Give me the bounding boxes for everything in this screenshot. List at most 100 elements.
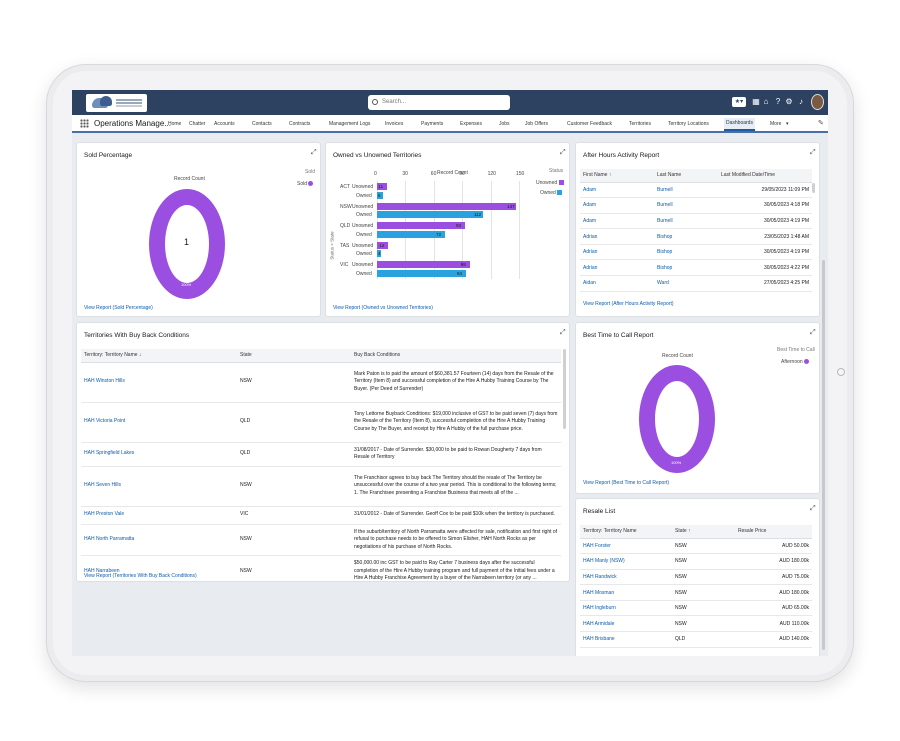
bar-unowned-nsw[interactable] — [377, 202, 517, 210]
bar-unowned-qld[interactable] — [377, 222, 466, 229]
bar-owned-vic[interactable] — [377, 269, 466, 277]
nav-dashboards[interactable]: Dashboards — [724, 118, 755, 131]
expand-icon[interactable]: ⤢ — [560, 329, 566, 336]
table-cell: 30/05/2023 4:19 PM — [718, 244, 812, 261]
table-cell[interactable]: Adam — [580, 213, 654, 230]
table-cell[interactable]: HAH North Parramatta — [81, 524, 237, 556]
table-cell[interactable]: Adam — [580, 182, 654, 199]
nav-chatter[interactable]: Chatter — [189, 121, 206, 127]
nav-territories[interactable]: Territories — [629, 121, 651, 127]
avatar[interactable] — [811, 94, 824, 110]
table-cell[interactable]: Adam — [580, 197, 654, 214]
favorites-star-icon[interactable]: ★▾ — [732, 97, 746, 107]
col-last-name[interactable]: Last Name — [654, 169, 718, 183]
table-cell[interactable]: HAH Preston Vale — [81, 506, 237, 525]
nav-payments[interactable]: Payments — [421, 121, 444, 127]
table-cell[interactable]: HAH Brisbane — [580, 631, 672, 648]
app-launcher-waffle-icon[interactable] — [80, 119, 89, 128]
nav-home[interactable]: Home — [168, 121, 182, 127]
bar-value-label: 94 — [456, 270, 462, 276]
bar-owned-act[interactable] — [377, 191, 383, 199]
scrollbar[interactable] — [812, 183, 815, 193]
table-cell[interactable]: Adrian — [580, 228, 654, 245]
company-logo[interactable] — [86, 94, 147, 112]
chevron-down-icon[interactable]: ▾ — [786, 121, 789, 127]
view-report-best-time-link[interactable]: View Report (Best Time to Call Report) — [583, 480, 670, 486]
view-report-sold-link[interactable]: View Report (Sold Percentage) — [84, 305, 153, 311]
table-cell[interactable]: HAH Springfield Lakes — [81, 442, 237, 467]
view-report-buy-back-link[interactable]: View Report (Territories With Buy Back C… — [84, 573, 197, 579]
table-cell[interactable]: HAH Victoria Point — [81, 402, 237, 443]
col-last-modified[interactable]: Last Modified Date/Time — [718, 169, 812, 183]
bar-owned-nsw[interactable] — [377, 211, 484, 218]
table-cell[interactable]: HAH Forster — [580, 538, 672, 555]
nav-job-offers[interactable]: Job Offers — [525, 121, 548, 127]
app-launcher-icon[interactable]: ▦ — [752, 97, 760, 106]
table-cell[interactable]: Burnell — [654, 197, 718, 214]
expand-icon[interactable]: ⤢ — [311, 149, 317, 156]
nav-jobs[interactable]: Jobs — [499, 121, 510, 127]
table-cell[interactable]: HAH Mosman — [580, 584, 672, 601]
pencil-icon[interactable]: ✎ — [818, 120, 824, 127]
search-input[interactable]: Search... — [368, 95, 510, 110]
bar-unowned-act[interactable] — [377, 183, 388, 190]
table-cell[interactable]: HAH Narrabeen — [81, 555, 237, 581]
col-state[interactable]: State ↑ — [672, 525, 735, 539]
gear-icon[interactable]: ⚙ — [785, 97, 793, 106]
table-cell[interactable]: HAH Randwick — [580, 569, 672, 586]
col-territory-name[interactable]: Territory: Territory Name ↓ — [81, 349, 237, 363]
table-cell[interactable]: HAH Manly (NSW) — [580, 553, 672, 570]
table-cell[interactable]: Aidan — [580, 275, 654, 292]
setup-assistant-icon[interactable]: ⌂ — [763, 97, 769, 106]
table-cell[interactable]: Bishop — [654, 228, 718, 245]
bar-unowned-vic[interactable] — [377, 261, 470, 268]
col-first-name[interactable]: First Name ↑ — [580, 169, 654, 183]
table-cell[interactable]: Burnell — [654, 182, 718, 199]
col-resale-price[interactable]: Resale Price — [735, 525, 812, 539]
expand-icon[interactable]: ⤢ — [810, 329, 816, 336]
nav-more[interactable]: More — [770, 121, 782, 127]
nav-accounts[interactable]: Accounts — [214, 121, 235, 127]
legend-title: Sold — [305, 169, 316, 175]
table-cell[interactable]: HAH Ingleburn — [580, 600, 672, 617]
nav-management-logs[interactable]: Management Logs — [329, 121, 371, 127]
table-cell[interactable]: HAH Winston Hills — [81, 362, 237, 403]
view-report-after-hours-link[interactable]: View Report (After Hours Activity Report… — [583, 301, 674, 307]
table-cell[interactable]: Burnell — [654, 213, 718, 230]
nav-expenses[interactable]: Expenses — [460, 121, 482, 127]
table-cell[interactable]: Adrian — [580, 259, 654, 277]
table-cell: AUD 110.00k — [735, 615, 812, 633]
nav-customer-feedback[interactable]: Customer Feedback — [567, 121, 613, 127]
table-cell[interactable]: Ward — [654, 275, 718, 292]
best-time-donut-chart[interactable] — [639, 365, 715, 473]
col-state[interactable]: State — [237, 349, 351, 363]
bar-owned-tas[interactable] — [377, 250, 381, 257]
bell-icon[interactable]: ♪ — [799, 97, 803, 106]
bar-unowned-tas[interactable] — [377, 241, 389, 249]
page-scrollbar[interactable] — [822, 260, 825, 650]
table-cell[interactable]: HAH Seven Hills — [81, 466, 237, 507]
nav-contacts[interactable]: Contacts — [252, 121, 272, 127]
view-report-owned-link[interactable]: View Report (Owned vs Unowned Territorie… — [333, 305, 433, 311]
table-cell[interactable]: Bishop — [654, 244, 718, 261]
nav-invoices[interactable]: Invoices — [385, 121, 404, 127]
table-row: HAH Victoria Point QLD Tony Lettorne Buyba… — [81, 402, 561, 443]
card-title: Territories With Buy Back Conditions — [84, 332, 190, 339]
tablet-home-button[interactable] — [837, 368, 845, 376]
table-cell[interactable]: Bishop — [654, 259, 718, 277]
bar-owned-qld[interactable] — [377, 230, 446, 238]
expand-icon[interactable]: ⤢ — [810, 149, 816, 156]
table-cell[interactable]: HAH Armidale — [580, 615, 672, 633]
col-territory-name[interactable]: Territory: Territory Name — [580, 525, 672, 539]
col-buy-back-conditions[interactable]: Buy Back Conditions — [351, 349, 561, 363]
expand-icon[interactable]: ⤢ — [560, 149, 566, 156]
category-label: ACT — [340, 184, 350, 190]
scrollbar[interactable] — [563, 349, 566, 429]
nav-contracts[interactable]: Contracts — [289, 121, 311, 127]
nav-territory-locations[interactable]: Territory Locations — [668, 121, 709, 127]
table-cell[interactable]: Adrian — [580, 244, 654, 261]
help-icon[interactable]: ? — [775, 97, 781, 106]
expand-icon[interactable]: ⤢ — [810, 505, 816, 512]
table-row: HAH Preston Vale VIC 31/01/2012 - Date of … — [81, 506, 561, 525]
table-cell: QLD — [237, 442, 351, 467]
